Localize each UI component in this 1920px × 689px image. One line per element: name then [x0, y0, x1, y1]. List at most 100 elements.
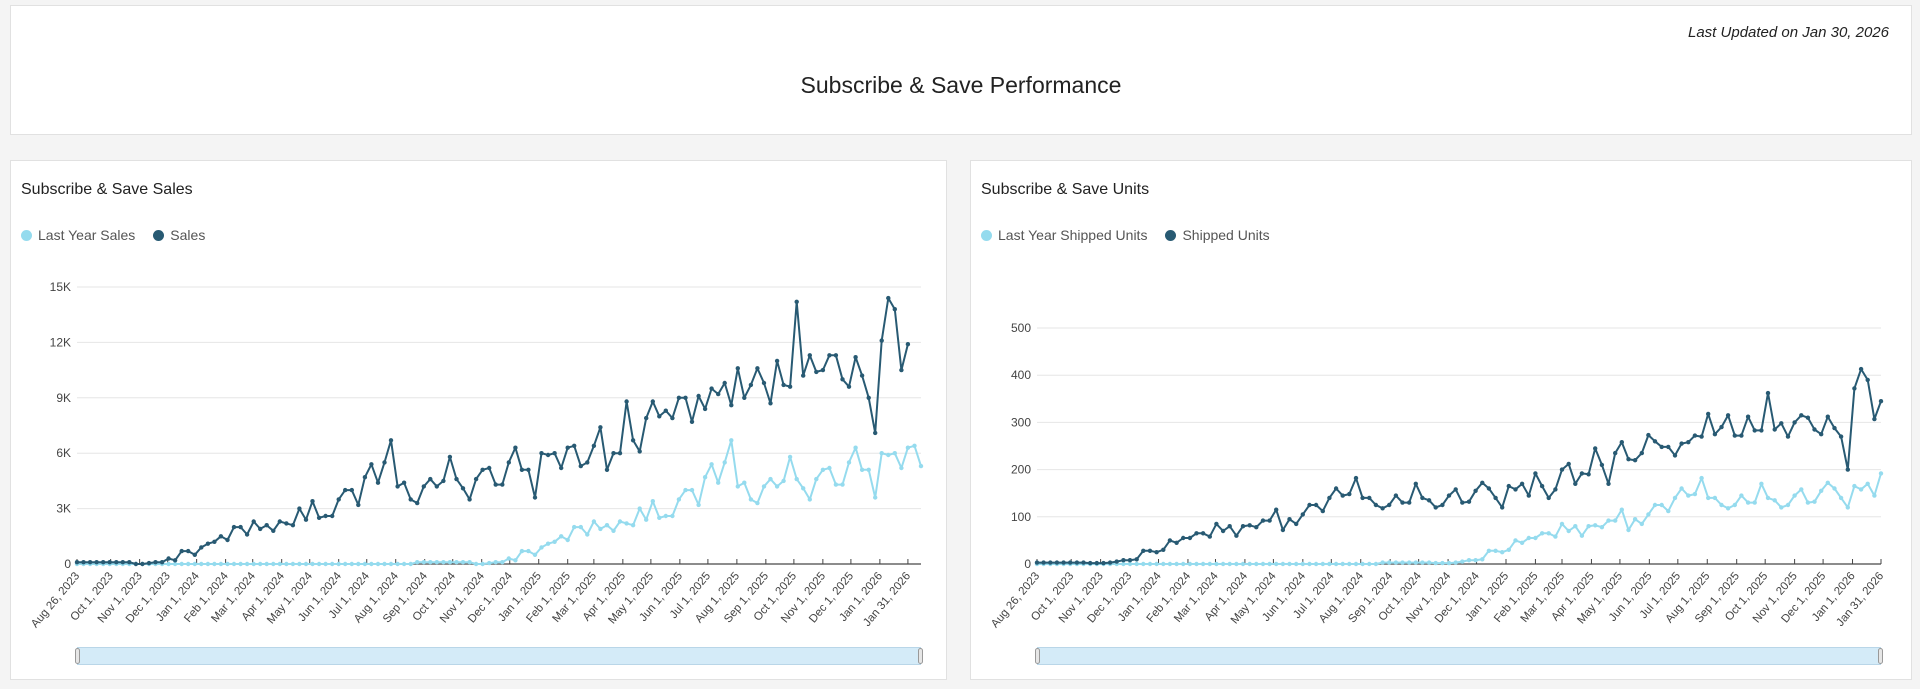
data-point-last-year-shipped-units[interactable]: [1353, 561, 1359, 567]
data-point-last-year-sales[interactable]: [388, 561, 394, 567]
data-point-shipped-units[interactable]: [1094, 560, 1099, 566]
data-point-shipped-units[interactable]: [1785, 434, 1791, 439]
data-point-shipped-units[interactable]: [1566, 461, 1571, 467]
data-point-last-year-shipped-units[interactable]: [1745, 500, 1751, 505]
data-point-sales[interactable]: [526, 467, 531, 472]
data-point-shipped-units[interactable]: [1088, 560, 1093, 566]
data-point-shipped-units[interactable]: [1865, 377, 1870, 383]
data-point-last-year-shipped-units[interactable]: [1287, 561, 1292, 567]
data-point-shipped-units[interactable]: [1234, 533, 1239, 538]
data-point-shipped-units[interactable]: [1466, 499, 1472, 504]
data-point-shipped-units[interactable]: [1101, 560, 1106, 566]
range-scrollbar[interactable]: [1035, 647, 1883, 665]
data-point-last-year-shipped-units[interactable]: [1320, 561, 1325, 567]
range-handle-left[interactable]: [75, 648, 80, 664]
data-point-last-year-shipped-units[interactable]: [1380, 560, 1385, 565]
data-point-last-year-shipped-units[interactable]: [1227, 561, 1232, 567]
data-point-sales[interactable]: [349, 487, 354, 493]
data-point-sales[interactable]: [487, 465, 492, 471]
data-point-shipped-units[interactable]: [1712, 432, 1718, 437]
data-point-sales[interactable]: [545, 452, 551, 458]
data-point-shipped-units[interactable]: [1666, 444, 1671, 450]
data-point-last-year-sales[interactable]: [859, 467, 865, 472]
data-point-last-year-sales[interactable]: [918, 463, 924, 469]
data-point-last-year-shipped-units[interactable]: [1280, 561, 1286, 567]
data-point-last-year-sales[interactable]: [166, 561, 171, 567]
data-point-last-year-sales[interactable]: [349, 561, 354, 567]
data-point-sales[interactable]: [284, 521, 289, 526]
data-point-last-year-sales[interactable]: [192, 561, 197, 567]
data-point-last-year-sales[interactable]: [552, 539, 557, 544]
data-point-last-year-sales[interactable]: [421, 560, 426, 565]
data-point-last-year-shipped-units[interactable]: [1686, 493, 1691, 498]
data-point-sales[interactable]: [637, 449, 642, 454]
data-point-last-year-sales[interactable]: [689, 487, 695, 493]
data-point-shipped-units[interactable]: [1639, 450, 1644, 456]
data-point-last-year-shipped-units[interactable]: [1440, 560, 1445, 566]
data-point-last-year-sales[interactable]: [336, 561, 341, 567]
data-point-last-year-sales[interactable]: [362, 561, 368, 567]
data-point-last-year-shipped-units[interactable]: [1167, 561, 1173, 567]
data-point-last-year-shipped-units[interactable]: [1812, 499, 1817, 504]
data-point-shipped-units[interactable]: [1825, 414, 1830, 419]
data-point-last-year-sales[interactable]: [343, 561, 348, 567]
data-point-last-year-sales[interactable]: [768, 476, 773, 482]
data-point-last-year-shipped-units[interactable]: [1493, 548, 1498, 553]
data-point-sales[interactable]: [500, 482, 505, 487]
data-point-last-year-shipped-units[interactable]: [1706, 495, 1711, 501]
data-point-sales[interactable]: [316, 515, 322, 520]
data-point-last-year-sales[interactable]: [172, 561, 178, 567]
data-point-shipped-units[interactable]: [1719, 424, 1724, 430]
data-point-last-year-shipped-units[interactable]: [1480, 557, 1485, 562]
legend-item-sales[interactable]: Sales: [153, 227, 205, 243]
data-point-last-year-shipped-units[interactable]: [1187, 561, 1193, 567]
data-point-sales[interactable]: [513, 445, 518, 450]
data-point-last-year-sales[interactable]: [761, 484, 767, 489]
data-point-shipped-units[interactable]: [1706, 411, 1711, 417]
data-point-last-year-shipped-units[interactable]: [1732, 502, 1737, 508]
data-point-sales[interactable]: [905, 342, 911, 347]
data-point-last-year-shipped-units[interactable]: [1473, 558, 1478, 563]
data-point-last-year-shipped-units[interactable]: [1446, 560, 1452, 566]
data-point-sales[interactable]: [127, 560, 132, 565]
data-point-sales[interactable]: [519, 467, 525, 472]
data-point-last-year-sales[interactable]: [892, 451, 897, 456]
data-point-last-year-sales[interactable]: [591, 519, 597, 524]
data-point-shipped-units[interactable]: [1167, 538, 1173, 543]
data-point-last-year-sales[interactable]: [696, 502, 701, 508]
data-point-shipped-units[interactable]: [1320, 508, 1325, 514]
data-point-last-year-sales[interactable]: [244, 561, 250, 567]
data-point-sales[interactable]: [251, 519, 256, 524]
data-point-shipped-units[interactable]: [1227, 524, 1232, 529]
data-point-last-year-sales[interactable]: [179, 561, 184, 567]
data-point-last-year-sales[interactable]: [585, 532, 590, 537]
data-point-sales[interactable]: [532, 495, 538, 500]
data-point-shipped-units[interactable]: [1559, 467, 1565, 472]
data-point-last-year-shipped-units[interactable]: [1785, 502, 1791, 508]
data-point-shipped-units[interactable]: [1725, 413, 1731, 418]
data-point-last-year-shipped-units[interactable]: [1725, 506, 1731, 511]
data-point-sales[interactable]: [146, 560, 152, 566]
data-point-sales[interactable]: [408, 497, 413, 502]
data-point-last-year-shipped-units[interactable]: [1400, 560, 1405, 565]
data-point-shipped-units[interactable]: [1606, 481, 1611, 486]
data-point-last-year-sales[interactable]: [205, 561, 211, 567]
data-point-shipped-units[interactable]: [1313, 502, 1319, 508]
data-point-last-year-sales[interactable]: [199, 561, 204, 567]
data-point-sales[interactable]: [683, 395, 688, 400]
data-point-sales[interactable]: [258, 526, 263, 532]
data-point-shipped-units[interactable]: [1154, 550, 1159, 555]
data-point-last-year-shipped-units[interactable]: [1453, 560, 1458, 565]
data-point-sales[interactable]: [192, 552, 197, 557]
data-point-last-year-sales[interactable]: [886, 452, 891, 458]
data-point-shipped-units[interactable]: [1672, 453, 1678, 458]
data-point-last-year-shipped-units[interactable]: [1838, 495, 1844, 501]
data-point-last-year-sales[interactable]: [434, 560, 439, 565]
data-point-sales[interactable]: [375, 480, 381, 485]
data-point-shipped-units[interactable]: [1207, 534, 1212, 539]
data-point-shipped-units[interactable]: [1586, 472, 1591, 477]
data-point-shipped-units[interactable]: [1699, 434, 1704, 439]
data-point-last-year-sales[interactable]: [238, 561, 243, 567]
data-point-last-year-sales[interactable]: [617, 519, 623, 524]
data-point-shipped-units[interactable]: [1333, 486, 1339, 491]
